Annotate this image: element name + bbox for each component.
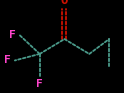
Text: F: F [4,55,11,65]
Text: F: F [36,79,43,89]
Text: O: O [61,0,68,7]
Text: F: F [9,30,16,40]
